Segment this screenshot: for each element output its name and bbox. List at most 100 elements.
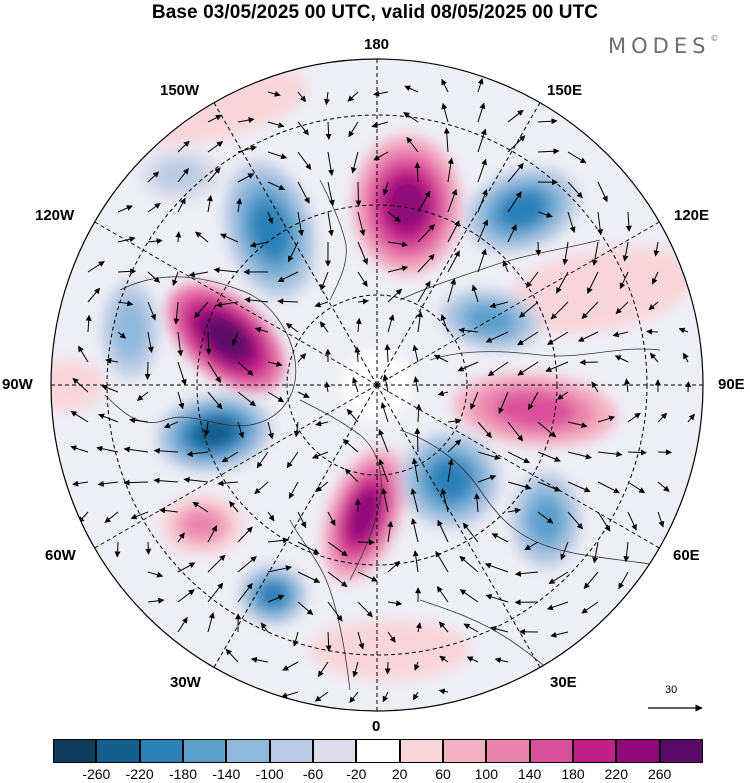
- wind-vector: [381, 487, 389, 513]
- wind-vector: [147, 331, 154, 353]
- wind-vector: [477, 474, 497, 483]
- wind-vector: [615, 301, 629, 315]
- wind-vector: [447, 188, 458, 213]
- wind-vector: [439, 655, 449, 663]
- wind-vector: [440, 488, 449, 513]
- wind-vector: [357, 271, 368, 287]
- wind-vector: [403, 112, 419, 123]
- wind-vector: [254, 481, 269, 495]
- wind-vector: [70, 445, 89, 453]
- wind-vector: [104, 511, 119, 523]
- wind-vector: [387, 561, 401, 573]
- wind-vector: [414, 162, 421, 183]
- wind-vector: [220, 233, 239, 243]
- wind-vector: [387, 520, 394, 543]
- brand-text: MODES: [608, 34, 711, 58]
- wind-vector: [237, 361, 254, 376]
- wind-vector: [324, 381, 331, 393]
- colorbar-tick-label: 220: [604, 766, 628, 782]
- wind-vector: [105, 357, 119, 364]
- wind-vector: [591, 381, 599, 393]
- wind-vector: [153, 447, 179, 454]
- wind-vector: [175, 231, 182, 243]
- wind-vector: [229, 500, 239, 513]
- wind-vector: [315, 481, 329, 492]
- wind-vector: [267, 511, 275, 522]
- wind-vector: [414, 427, 421, 453]
- wind-vector: [441, 78, 449, 93]
- wind-vector: [387, 288, 403, 303]
- coastline: [289, 519, 351, 691]
- wind-vector: [490, 625, 509, 633]
- wind-vector: [648, 301, 659, 311]
- wind-vector: [417, 280, 431, 303]
- wind-vector: [147, 238, 163, 245]
- wind-vector: [225, 648, 239, 663]
- wind-vector: [147, 171, 160, 183]
- wind-vector: [72, 377, 89, 393]
- wind-vector: [254, 326, 269, 333]
- brand-logo: MODES©: [608, 34, 718, 58]
- wind-vector: [147, 301, 156, 321]
- wind-vector: [297, 181, 310, 204]
- wind-vector: [130, 511, 149, 520]
- wind-vector: [357, 211, 366, 236]
- wind-vector: [117, 268, 137, 275]
- wind-vector: [581, 301, 599, 320]
- wind-vector: [380, 402, 389, 423]
- anomaly-contour: [506, 247, 694, 333]
- colorbar-tick-label: 100: [474, 766, 498, 782]
- lon-label-30e: 30E: [550, 674, 577, 691]
- map-boundary: [50, 58, 704, 712]
- wind-vector: [325, 631, 332, 652]
- wind-vector: [682, 352, 689, 363]
- wind-vector: [177, 168, 189, 183]
- wind-vector: [314, 301, 329, 308]
- wind-vector: [477, 219, 489, 243]
- wind-vector: [556, 391, 569, 400]
- wind-vector: [177, 532, 185, 543]
- wind-vector: [213, 267, 239, 274]
- wind-vector: [297, 601, 314, 615]
- wind-vector: [267, 91, 281, 97]
- wind-vector: [352, 661, 359, 678]
- colorbar-tick-label: -140: [212, 766, 241, 782]
- wind-vector: [567, 481, 591, 493]
- wind-vector: [412, 344, 419, 363]
- wind-vector: [550, 301, 569, 320]
- wind-vector: [195, 231, 209, 243]
- lon-label-60e: 60E: [673, 547, 700, 564]
- wind-vector: [249, 241, 269, 248]
- wind-vector: [159, 507, 179, 514]
- wind-vector: [297, 91, 307, 103]
- anomaly-contour: [203, 317, 249, 359]
- wind-vector: [507, 451, 530, 464]
- wind-vector: [459, 555, 479, 573]
- wind-vector: [415, 622, 422, 633]
- wind-vector: [622, 241, 629, 262]
- wind-vector: [507, 191, 522, 213]
- wind-vector: [477, 78, 484, 93]
- coastline: [104, 276, 297, 427]
- lon-label-120e: 120E: [674, 207, 710, 224]
- wind-vector: [267, 121, 285, 128]
- anomaly-contour: [495, 392, 575, 428]
- wind-vector: [485, 594, 509, 603]
- wind-vector: [657, 412, 668, 423]
- anomaly-contour: [529, 496, 563, 544]
- wind-vector: [117, 236, 136, 243]
- wind-vector: [624, 378, 631, 393]
- wind-vector: [378, 458, 389, 483]
- wind-vector: [550, 631, 569, 638]
- wind-vector: [177, 617, 188, 633]
- colorbar-swatch: [356, 739, 400, 763]
- wind-vector: [382, 691, 389, 703]
- wind-vector: [537, 421, 557, 438]
- wind-vector: [387, 600, 403, 607]
- wind-vector: [177, 562, 196, 573]
- wind-vector: [387, 211, 401, 223]
- wind-vector: [237, 526, 253, 543]
- wind-vectors: [70, 78, 695, 704]
- wind-vector: [285, 323, 299, 333]
- wind-vector: [373, 90, 389, 97]
